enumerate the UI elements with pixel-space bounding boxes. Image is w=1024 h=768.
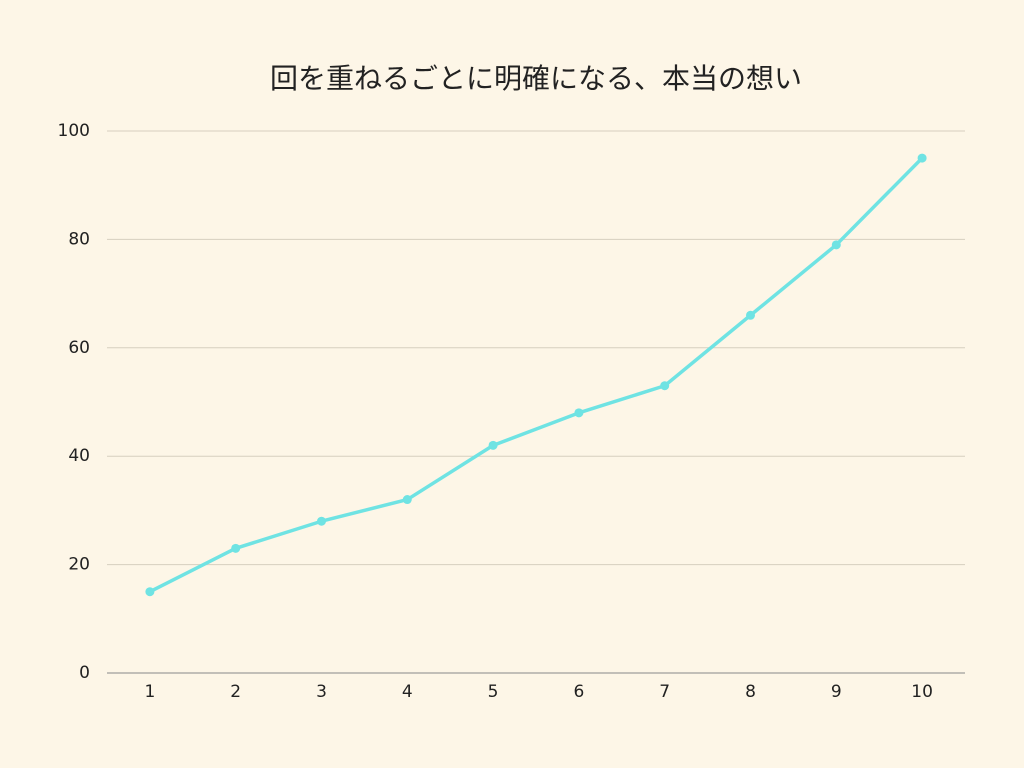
point — [488, 440, 498, 450]
y-tick-label: 20 — [68, 555, 90, 575]
x-tick-label: 3 — [316, 682, 327, 702]
x-tick-label: 8 — [745, 682, 756, 702]
chart-title: 回を重ねるごとに明確になる、本当の想い — [270, 62, 802, 95]
x-tick-label: 5 — [488, 682, 499, 702]
x-tick-label: 9 — [831, 682, 842, 702]
point — [917, 153, 927, 163]
point — [746, 310, 755, 320]
series-line — [149, 156, 924, 594]
point — [660, 381, 670, 391]
x-tick-label: 7 — [659, 682, 670, 702]
y-tick-label: 40 — [68, 446, 90, 466]
x-tick-label: 2 — [230, 682, 241, 702]
point — [574, 408, 584, 418]
point — [831, 240, 841, 250]
y-tick-label: 0 — [79, 663, 90, 683]
y-tick-label: 80 — [68, 229, 90, 249]
point — [317, 516, 326, 526]
x-tick-label: 4 — [402, 682, 413, 702]
point — [145, 587, 155, 597]
point — [402, 495, 412, 505]
x-tick-label: 1 — [144, 682, 155, 702]
x-tick-label: 6 — [573, 682, 584, 702]
y-tick-label: 60 — [68, 338, 90, 358]
y-tick-label: 100 — [58, 121, 90, 141]
x-tick-label: 10 — [911, 682, 933, 702]
point — [231, 543, 241, 553]
